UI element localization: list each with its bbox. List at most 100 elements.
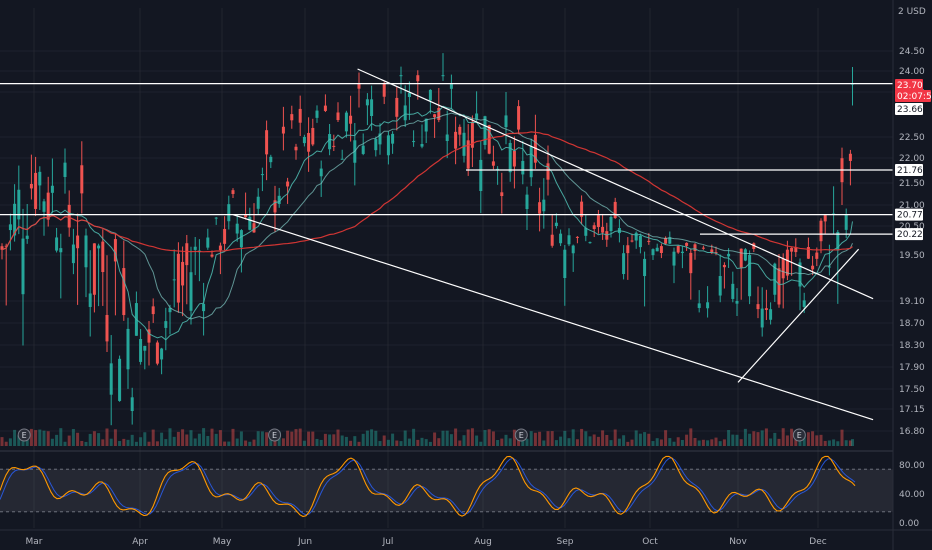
volume-bar — [496, 439, 500, 446]
volume-bar — [512, 429, 516, 446]
candle-body — [441, 75, 445, 77]
candle-body — [424, 118, 428, 132]
volume-bar — [239, 431, 243, 446]
volume-bar — [248, 441, 252, 446]
volume-bar — [550, 431, 554, 446]
candle-body — [659, 246, 663, 253]
volume-bar — [445, 430, 449, 446]
wedge-support[interactable] — [737, 248, 860, 383]
candle-body — [4, 245, 8, 247]
candle-body — [126, 328, 130, 370]
candle-body — [672, 251, 676, 266]
candle-body — [17, 189, 21, 220]
volume-bar — [412, 428, 416, 446]
volume-bar — [735, 434, 739, 446]
candle-body — [798, 262, 802, 287]
volume-bar — [109, 438, 113, 446]
candle-body — [223, 228, 227, 244]
volume-bar — [559, 436, 563, 446]
volume-bar — [290, 431, 294, 446]
candle-body — [147, 329, 151, 343]
volume-bar — [130, 434, 134, 446]
candle-body — [844, 214, 848, 230]
oscillator-signal-line — [0, 457, 856, 516]
candle-body — [189, 272, 193, 311]
volume-bar — [525, 438, 529, 446]
candle-body — [164, 321, 168, 328]
candle-body — [365, 99, 369, 106]
price-tag-box — [895, 103, 923, 115]
volume-bar — [449, 434, 453, 446]
volume-bar — [214, 433, 218, 446]
volume-bar — [592, 434, 596, 446]
candle-body — [743, 249, 747, 261]
candle-body — [239, 230, 243, 248]
volume-bar — [554, 440, 558, 446]
volume-bar — [244, 440, 248, 446]
candle-body — [433, 114, 437, 118]
volume-bar — [395, 440, 399, 446]
volume-bar — [806, 432, 810, 446]
volume-bar — [617, 438, 621, 446]
earnings-marker[interactable]: E — [268, 428, 282, 442]
candle-body — [160, 348, 164, 360]
candle-body — [512, 150, 516, 167]
candle-body — [256, 196, 260, 209]
price-tick-label: 24.50 — [899, 47, 925, 57]
time-axis[interactable]: Mar Apr May Jun Jul Aug Sep Oct Nov Dec — [0, 529, 932, 547]
earnings-marker-circle — [17, 428, 31, 442]
candle-body — [735, 301, 739, 304]
volume-bar — [706, 440, 710, 446]
volume-bar — [0, 437, 4, 446]
volume-bar — [538, 431, 542, 446]
volume-bar — [739, 439, 743, 446]
candle-body — [80, 165, 84, 194]
volume-bar — [475, 435, 479, 446]
candle-body — [458, 126, 462, 135]
candle-body — [748, 254, 752, 297]
volume-bar — [722, 439, 726, 446]
candle-body — [504, 115, 508, 128]
channel-upper[interactable] — [357, 68, 874, 300]
volume-bar — [328, 434, 332, 446]
candle-body — [63, 162, 67, 177]
candle-body — [361, 145, 365, 154]
candle-body — [210, 254, 214, 257]
earnings-marker[interactable]: E — [792, 428, 806, 442]
volume-bar — [454, 428, 458, 446]
volume-bar — [164, 439, 168, 446]
candle-body — [370, 99, 374, 117]
volume-bar — [563, 430, 567, 446]
candle-body — [756, 304, 760, 310]
candle-body — [622, 253, 626, 275]
volume-bar — [105, 428, 109, 446]
candle-body — [462, 132, 466, 156]
candle-body — [559, 233, 563, 244]
earnings-marker-circle — [268, 428, 282, 442]
candle-body — [67, 204, 71, 228]
volume-bar — [693, 438, 697, 446]
candle-body — [466, 140, 470, 169]
earnings-marker[interactable]: E — [17, 428, 31, 442]
earnings-marker[interactable]: E — [514, 428, 528, 442]
trendlines[interactable] — [232, 68, 874, 421]
volume-bar — [571, 429, 575, 446]
volume-bar — [714, 437, 718, 446]
candle-body — [592, 225, 596, 230]
candle-body — [420, 144, 424, 147]
volume-bar — [697, 440, 701, 446]
volume-bar — [487, 429, 491, 446]
price-tick-label: 21.50 — [899, 179, 925, 189]
time-tick-label: Jul — [382, 537, 394, 547]
price-tag-label: 23.70 — [897, 81, 923, 91]
price-tag-box — [895, 228, 923, 241]
candle-body — [298, 108, 302, 123]
volume-bar — [357, 441, 361, 446]
volume-bar — [785, 435, 789, 446]
volume-bar — [769, 438, 773, 446]
price-tick-label: 17.90 — [899, 363, 925, 373]
candle-body — [554, 222, 558, 227]
horizontal-levels[interactable] — [0, 82, 893, 235]
channel-lower[interactable] — [232, 214, 874, 421]
